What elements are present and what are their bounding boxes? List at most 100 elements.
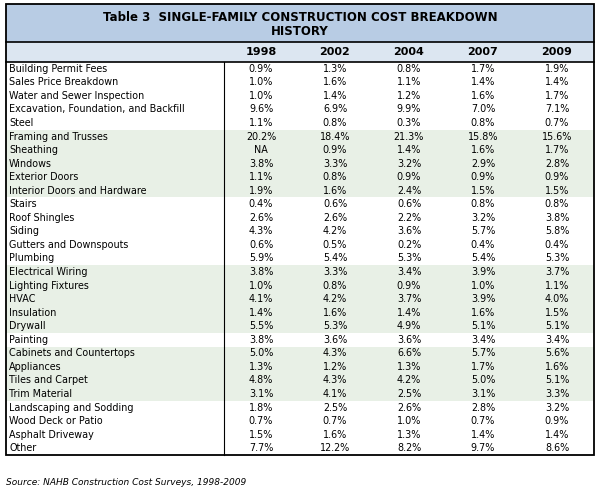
Text: Windows: Windows bbox=[9, 159, 52, 169]
Text: 1.9%: 1.9% bbox=[249, 186, 273, 196]
Bar bbox=[6, 4, 594, 42]
Text: 5.7%: 5.7% bbox=[471, 226, 495, 236]
Text: Interior Doors and Hardware: Interior Doors and Hardware bbox=[9, 186, 146, 196]
Text: 2004: 2004 bbox=[394, 47, 424, 57]
Text: 0.9%: 0.9% bbox=[323, 145, 347, 155]
Bar bbox=[6, 441, 594, 455]
Text: 7.7%: 7.7% bbox=[249, 443, 273, 453]
Text: 0.8%: 0.8% bbox=[471, 118, 495, 128]
Text: 0.9%: 0.9% bbox=[397, 172, 421, 182]
Text: 3.9%: 3.9% bbox=[471, 294, 495, 304]
Text: 5.5%: 5.5% bbox=[249, 321, 273, 331]
Text: Landscaping and Sodding: Landscaping and Sodding bbox=[9, 402, 133, 413]
Text: 1.4%: 1.4% bbox=[397, 308, 421, 318]
Text: 2.2%: 2.2% bbox=[397, 213, 421, 223]
Text: HVAC: HVAC bbox=[9, 294, 35, 304]
Text: 0.6%: 0.6% bbox=[249, 240, 273, 250]
Bar bbox=[6, 428, 594, 441]
Text: Trim Material: Trim Material bbox=[9, 389, 72, 399]
Text: 7.1%: 7.1% bbox=[545, 104, 569, 115]
Text: 1.6%: 1.6% bbox=[471, 91, 495, 101]
Text: 1.7%: 1.7% bbox=[545, 91, 569, 101]
Text: 1.7%: 1.7% bbox=[471, 64, 495, 74]
Text: 3.2%: 3.2% bbox=[397, 159, 421, 169]
Text: 0.9%: 0.9% bbox=[397, 281, 421, 291]
Bar bbox=[6, 387, 594, 401]
Text: 2.8%: 2.8% bbox=[471, 402, 495, 413]
Text: Stairs: Stairs bbox=[9, 199, 37, 209]
Text: 1.5%: 1.5% bbox=[249, 430, 273, 440]
Text: 0.5%: 0.5% bbox=[323, 240, 347, 250]
Text: 0.7%: 0.7% bbox=[471, 416, 495, 426]
Text: 1.7%: 1.7% bbox=[471, 362, 495, 372]
Text: 1.3%: 1.3% bbox=[323, 64, 347, 74]
Text: 1.4%: 1.4% bbox=[545, 77, 569, 87]
Text: 12.2%: 12.2% bbox=[320, 443, 350, 453]
Text: 9.6%: 9.6% bbox=[249, 104, 273, 115]
Text: 2.6%: 2.6% bbox=[397, 402, 421, 413]
Text: 4.2%: 4.2% bbox=[323, 226, 347, 236]
Bar bbox=[6, 42, 594, 62]
Text: 1.8%: 1.8% bbox=[249, 402, 273, 413]
Text: 2.6%: 2.6% bbox=[249, 213, 273, 223]
Text: 3.4%: 3.4% bbox=[397, 267, 421, 277]
Text: 5.8%: 5.8% bbox=[545, 226, 569, 236]
Text: 1.5%: 1.5% bbox=[545, 308, 569, 318]
Bar bbox=[6, 415, 594, 428]
Text: Wood Deck or Patio: Wood Deck or Patio bbox=[9, 416, 103, 426]
Bar bbox=[6, 89, 594, 102]
Bar bbox=[6, 346, 594, 360]
Text: Building Permit Fees: Building Permit Fees bbox=[9, 64, 107, 74]
Text: 2002: 2002 bbox=[320, 47, 350, 57]
Bar bbox=[6, 265, 594, 279]
Text: 1.1%: 1.1% bbox=[397, 77, 421, 87]
Text: 1.6%: 1.6% bbox=[471, 145, 495, 155]
Text: 1.6%: 1.6% bbox=[471, 308, 495, 318]
Text: 2.9%: 2.9% bbox=[471, 159, 495, 169]
Text: 3.8%: 3.8% bbox=[249, 335, 273, 345]
Bar bbox=[6, 319, 594, 333]
Text: 6.6%: 6.6% bbox=[397, 348, 421, 358]
Text: 2.6%: 2.6% bbox=[323, 213, 347, 223]
Text: Roof Shingles: Roof Shingles bbox=[9, 213, 74, 223]
Text: NA: NA bbox=[254, 145, 268, 155]
Text: HISTORY: HISTORY bbox=[271, 25, 329, 38]
Text: Cabinets and Countertops: Cabinets and Countertops bbox=[9, 348, 135, 358]
Text: 1.0%: 1.0% bbox=[471, 281, 495, 291]
Text: 0.8%: 0.8% bbox=[397, 64, 421, 74]
Text: 9.9%: 9.9% bbox=[397, 104, 421, 115]
Text: 0.2%: 0.2% bbox=[397, 240, 421, 250]
Text: Lighting Fixtures: Lighting Fixtures bbox=[9, 281, 89, 291]
Text: 3.9%: 3.9% bbox=[471, 267, 495, 277]
Text: 3.2%: 3.2% bbox=[545, 402, 569, 413]
Text: 21.3%: 21.3% bbox=[394, 131, 424, 142]
Text: Water and Sewer Inspection: Water and Sewer Inspection bbox=[9, 91, 144, 101]
Text: 0.8%: 0.8% bbox=[545, 199, 569, 209]
Text: 1.2%: 1.2% bbox=[397, 91, 421, 101]
Text: 1998: 1998 bbox=[245, 47, 277, 57]
Text: 3.4%: 3.4% bbox=[545, 335, 569, 345]
Text: 1.6%: 1.6% bbox=[323, 430, 347, 440]
Bar bbox=[6, 116, 594, 130]
Bar bbox=[6, 62, 594, 75]
Text: 4.8%: 4.8% bbox=[249, 375, 273, 386]
Text: 4.3%: 4.3% bbox=[249, 226, 273, 236]
Text: 3.3%: 3.3% bbox=[323, 159, 347, 169]
Text: 1.0%: 1.0% bbox=[249, 77, 273, 87]
Bar bbox=[6, 102, 594, 116]
Text: 18.4%: 18.4% bbox=[320, 131, 350, 142]
Text: 1.3%: 1.3% bbox=[397, 430, 421, 440]
Bar bbox=[6, 360, 594, 374]
Text: Source: NAHB Construction Cost Surveys, 1998-2009: Source: NAHB Construction Cost Surveys, … bbox=[6, 478, 246, 487]
Text: 5.4%: 5.4% bbox=[323, 253, 347, 264]
Bar bbox=[6, 130, 594, 143]
Text: 3.6%: 3.6% bbox=[397, 226, 421, 236]
Text: 3.3%: 3.3% bbox=[545, 389, 569, 399]
Text: 3.1%: 3.1% bbox=[471, 389, 495, 399]
Text: 5.4%: 5.4% bbox=[471, 253, 495, 264]
Text: Painting: Painting bbox=[9, 335, 48, 345]
Text: Sales Price Breakdown: Sales Price Breakdown bbox=[9, 77, 118, 87]
Text: 2.8%: 2.8% bbox=[545, 159, 569, 169]
Text: 0.8%: 0.8% bbox=[323, 118, 347, 128]
Text: 1.7%: 1.7% bbox=[545, 145, 569, 155]
